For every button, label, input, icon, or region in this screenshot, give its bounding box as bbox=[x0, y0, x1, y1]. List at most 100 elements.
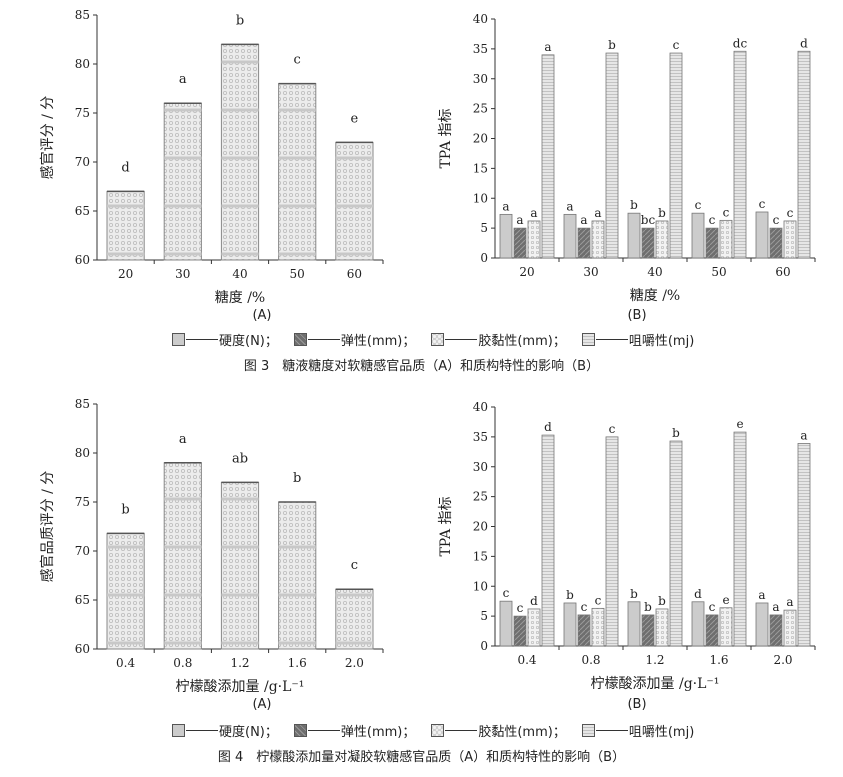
bar bbox=[106, 532, 145, 650]
legend-swatch-springiness bbox=[293, 724, 307, 737]
bar-springiness bbox=[513, 615, 527, 647]
bar-significance-label: c bbox=[709, 213, 716, 227]
bar-chewiness bbox=[733, 431, 747, 647]
bar-chewiness bbox=[797, 443, 811, 647]
bar-significance-label: d bbox=[800, 36, 808, 50]
bar-significance-label: a bbox=[786, 595, 793, 609]
y-tick-label: 30 bbox=[473, 460, 488, 474]
bar-chewiness bbox=[669, 52, 683, 259]
legend-dash bbox=[445, 339, 478, 340]
bar-significance-label: a bbox=[530, 206, 537, 220]
bar-significance-label: d bbox=[544, 420, 552, 434]
bar-significance-label: b bbox=[293, 471, 301, 486]
bar-significance-label: b bbox=[644, 600, 652, 614]
y-tick-label: 65 bbox=[75, 204, 90, 218]
caption-fig4: 图 4 柠檬酸添加量对凝胶软糖感官品质（A）和质构特性的影响（B） bbox=[217, 750, 626, 765]
x-tick-label: 20 bbox=[118, 267, 133, 281]
bar-significance-label: c bbox=[351, 558, 358, 573]
bar-hardness bbox=[499, 600, 513, 647]
y-axis-title: TPA 指标 bbox=[438, 108, 454, 168]
bar bbox=[278, 83, 317, 261]
panel-label-4b: (B) bbox=[627, 697, 647, 712]
bar-significance-label: c bbox=[609, 422, 616, 436]
legend-item-gumminess: 胶黏性(mm)； bbox=[431, 721, 566, 740]
bar-hardness bbox=[563, 213, 577, 259]
caption-fig3: 图 3 糖液糖度对软糖感官品质（A）和质构特性的影响（B） bbox=[243, 359, 600, 374]
bar bbox=[163, 102, 202, 261]
bar-significance-label: a bbox=[516, 213, 523, 227]
legend-label-hardness: 硬度(N)； bbox=[219, 725, 278, 740]
y-tick-label: 70 bbox=[75, 155, 90, 169]
y-axis-title: 感官品质评分 / 分 bbox=[39, 471, 56, 583]
legend-dash bbox=[595, 339, 628, 340]
y-tick-label: 35 bbox=[473, 42, 488, 56]
bar-significance-label: b bbox=[658, 206, 666, 220]
bar-significance-label: c bbox=[759, 197, 766, 211]
bar-significance-label: a bbox=[179, 432, 187, 447]
x-axis-title: 糖度 /% bbox=[215, 290, 265, 306]
bar-significance-label: d bbox=[694, 587, 702, 601]
bar-significance-label: c bbox=[709, 600, 716, 614]
legend-item-chewiness: 咀嚼性(mj) bbox=[581, 721, 694, 740]
bar-gumminess bbox=[527, 220, 541, 259]
bar-hardness bbox=[755, 602, 769, 647]
bar-significance-label: d bbox=[530, 594, 538, 608]
bar-significance-label: b bbox=[608, 38, 616, 52]
legend-swatch-hardness bbox=[172, 333, 185, 346]
y-tick-label: 25 bbox=[473, 102, 488, 116]
x-tick-label: 0.4 bbox=[517, 653, 536, 667]
y-tick-label: 75 bbox=[75, 495, 90, 509]
legend-item-chewiness: 咀嚼性(mj) bbox=[581, 330, 695, 349]
bar-hardness bbox=[691, 212, 705, 259]
bar bbox=[278, 501, 317, 650]
y-tick-label: 75 bbox=[75, 106, 90, 120]
bar-gumminess bbox=[719, 219, 733, 259]
x-tick-label: 40 bbox=[647, 265, 662, 279]
y-tick-label: 5 bbox=[480, 221, 488, 235]
y-tick-label: 80 bbox=[75, 446, 90, 460]
legend-swatch-chewiness bbox=[581, 724, 595, 737]
x-tick-label: 1.6 bbox=[709, 653, 728, 667]
x-axis-title: 柠檬酸添加量 /g·L⁻¹ bbox=[176, 679, 305, 695]
legend-swatch-chewiness bbox=[581, 333, 595, 346]
legend-item-springiness: 弹性(mm)； bbox=[293, 330, 416, 349]
bar-significance-label: c bbox=[581, 600, 588, 614]
legend-dash bbox=[595, 730, 628, 731]
legend-dash bbox=[307, 730, 340, 731]
bar-chewiness bbox=[541, 54, 555, 259]
bar-significance-label: c bbox=[294, 53, 301, 68]
bar-significance-label: c bbox=[503, 586, 510, 600]
bar-significance-label: b bbox=[672, 426, 680, 440]
bar-significance-label: bc bbox=[641, 213, 656, 227]
x-tick-label: 1.2 bbox=[645, 653, 664, 667]
y-tick-label: 5 bbox=[480, 609, 488, 623]
y-tick-label: 40 bbox=[473, 400, 488, 414]
legend-item-gumminess: 胶黏性(mm)； bbox=[431, 330, 566, 349]
bar-hardness bbox=[691, 601, 705, 647]
bar bbox=[106, 190, 145, 261]
bar-significance-label: c bbox=[723, 205, 730, 219]
x-tick-label: 2.0 bbox=[345, 656, 364, 670]
bar-springiness bbox=[577, 227, 591, 259]
legend-dash bbox=[186, 730, 218, 731]
bar-significance-label: c bbox=[773, 213, 780, 227]
legend-fig4: 硬度(N)； 弹性(mm)； 胶黏性(mm)； 咀嚼性(mj) bbox=[172, 721, 704, 740]
legend-swatch-springiness bbox=[293, 333, 307, 346]
bar-gumminess bbox=[719, 607, 733, 647]
y-tick-label: 40 bbox=[473, 12, 488, 26]
bar-significance-label: e bbox=[736, 417, 743, 431]
legend-label-chewiness: 咀嚼性(mj) bbox=[628, 334, 695, 349]
bar-chewiness bbox=[669, 440, 683, 647]
x-axis-title: 糖度 /% bbox=[630, 288, 680, 304]
bar-springiness bbox=[705, 227, 719, 259]
legend-label-springiness: 弹性(mm)； bbox=[340, 334, 416, 349]
bar-chewiness bbox=[605, 436, 619, 647]
bar-chewiness bbox=[605, 52, 619, 259]
y-tick-label: 65 bbox=[75, 593, 90, 607]
x-tick-label: 2.0 bbox=[773, 653, 792, 667]
bar-chewiness bbox=[541, 434, 555, 647]
bar-significance-label: a bbox=[594, 206, 601, 220]
bar-significance-label: c bbox=[695, 198, 702, 212]
bar-springiness bbox=[641, 227, 655, 259]
legend-dash bbox=[445, 730, 478, 731]
